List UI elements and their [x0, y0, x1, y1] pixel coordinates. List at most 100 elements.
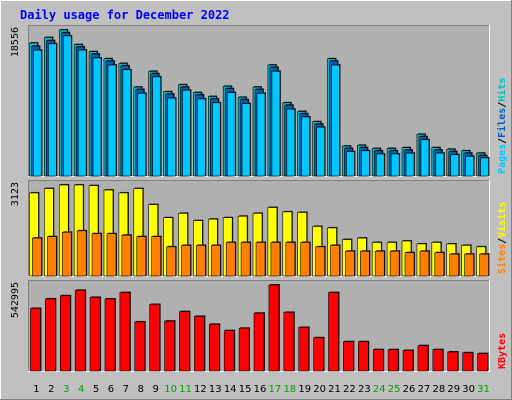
x-tick-label-day-15: 15	[239, 384, 252, 395]
bar-kbytes-day-3	[59, 295, 71, 372]
bar-kbytes-day-13	[208, 323, 220, 372]
bar-kbytes-day-8	[134, 321, 146, 372]
legend-separator: /	[497, 102, 508, 108]
bar-kbytes-day-14	[223, 330, 235, 372]
bar-kbytes-day-15	[238, 327, 250, 372]
x-tick-label-day-1: 1	[33, 384, 39, 395]
bar-sites-day-24	[374, 250, 385, 277]
bar-sites-day-20	[315, 246, 325, 277]
x-tick-label-day-27: 27	[418, 384, 431, 395]
bar-pages-day-6	[107, 64, 117, 177]
legend-visits-sites: Sites/Visits	[496, 202, 508, 274]
x-tick-label-day-5: 5	[93, 384, 99, 395]
x-tick-label-day-12: 12	[194, 384, 207, 395]
bar-kbytes-day-16	[253, 312, 265, 372]
bar-kbytes-day-29	[447, 351, 459, 372]
bar-sites-day-9	[151, 236, 161, 277]
bar-sites-day-31	[479, 253, 489, 277]
x-tick-label-day-16: 16	[254, 384, 267, 395]
bar-sites-day-15	[240, 242, 251, 277]
bar-sites-day-6	[106, 233, 117, 277]
x-tick-label-day-17: 17	[269, 384, 282, 395]
bar-kbytes-day-5	[89, 297, 101, 372]
bar-kbytes-day-27	[417, 345, 429, 372]
bar-sites-day-27	[419, 250, 430, 277]
bar-kbytes-day-12	[194, 316, 205, 372]
x-tick-label-day-18: 18	[283, 384, 296, 395]
bar-kbytes-day-6	[104, 298, 116, 372]
bar-sites-day-21	[330, 245, 340, 277]
x-tick-label-day-4: 4	[78, 384, 84, 395]
bar-sites-day-16	[255, 242, 266, 277]
bar-pages-day-24	[375, 153, 385, 177]
bar-kbytes-day-21	[328, 292, 339, 372]
bar-pages-day-2	[48, 43, 57, 177]
bar-kbytes-day-25	[387, 349, 399, 372]
bar-pages-day-25	[390, 153, 400, 177]
x-tick-label-day-28: 28	[432, 384, 445, 395]
bar-pages-day-23	[361, 150, 370, 177]
bar-sites-day-25	[389, 250, 400, 277]
x-tick-label-day-21: 21	[328, 384, 341, 395]
bar-sites-day-23	[360, 250, 370, 277]
bar-pages-day-30	[465, 156, 474, 177]
legend-separator: /	[497, 238, 508, 244]
x-tick-label-day-31: 31	[477, 384, 490, 395]
bar-pages-day-5	[92, 57, 102, 177]
bar-kbytes-day-7	[119, 292, 131, 372]
bar-sites-day-8	[136, 236, 147, 277]
bar-pages-day-20	[316, 126, 325, 177]
bar-sites-day-7	[121, 234, 132, 277]
legend-entry-visits: Visits	[496, 202, 508, 238]
bar-pages-day-4	[77, 49, 87, 177]
bar-sites-day-22	[345, 250, 355, 277]
bar-pages-day-17	[271, 71, 281, 177]
y-max-label-pages-files-hits: 18556	[10, 27, 21, 57]
bar-kbytes-day-2	[45, 298, 56, 372]
bar-pages-day-19	[301, 116, 311, 177]
x-tick-label-day-29: 29	[447, 384, 460, 395]
bar-pages-day-27	[420, 139, 430, 177]
bar-kbytes-day-1	[30, 308, 41, 372]
bar-kbytes-day-20	[313, 337, 324, 372]
panel-visits-sites: 3123 Sites/Visits	[10, 180, 508, 277]
bar-pages-day-15	[241, 103, 251, 177]
bar-kbytes-day-26	[402, 350, 414, 372]
legend-entry-sites: Sites	[496, 244, 508, 274]
bar-kbytes-day-24	[372, 349, 384, 372]
bar-sites-day-26	[404, 252, 415, 277]
bar-kbytes-day-11	[179, 311, 190, 372]
bar-pages-day-31	[480, 157, 489, 177]
bar-kbytes-day-18	[283, 312, 295, 372]
legend-entry-kbytes: KBytes	[497, 333, 508, 369]
y-max-label-visits-sites: 3123	[10, 182, 21, 206]
bar-pages-day-18	[286, 108, 296, 177]
bar-kbytes-day-10	[164, 320, 175, 372]
bar-kbytes-day-30	[462, 352, 473, 372]
bar-kbytes-day-4	[74, 289, 86, 372]
bar-pages-day-16	[256, 93, 266, 177]
x-tick-label-day-20: 20	[313, 384, 326, 395]
bar-pages-day-12	[197, 98, 206, 177]
bar-kbytes-day-9	[149, 304, 160, 372]
bar-kbytes-day-17	[268, 284, 280, 372]
bar-sites-day-13	[210, 245, 221, 277]
x-tick-label-day-26: 26	[403, 384, 416, 395]
legend-entry-hits: Hits	[496, 78, 508, 102]
legend-kbytes: KBytes	[497, 333, 508, 369]
x-tick-label-day-3: 3	[63, 384, 69, 395]
bar-kbytes-day-22	[343, 341, 354, 372]
bar-sites-day-2	[47, 236, 57, 277]
x-tick-label-day-22: 22	[343, 384, 356, 395]
chart-title: Daily usage for December 2022	[20, 8, 230, 22]
bar-sites-day-4	[76, 230, 87, 277]
x-tick-label-day-13: 13	[209, 384, 222, 395]
x-tick-label-day-2: 2	[48, 384, 54, 395]
bar-sites-day-29	[449, 253, 460, 277]
bar-pages-day-28	[435, 152, 445, 177]
bar-pages-day-13	[211, 102, 221, 177]
x-axis-labels: 1 2 3 4 5 6 7 8 9 10 11 12 13 14 15 16 17 18 19 20 21 22 23 24 2…	[33, 384, 490, 395]
chart-panels: 18556Pages/Files/Hits3123Sites/Visits542…	[10, 25, 508, 372]
bar-sites-day-11	[181, 245, 191, 277]
